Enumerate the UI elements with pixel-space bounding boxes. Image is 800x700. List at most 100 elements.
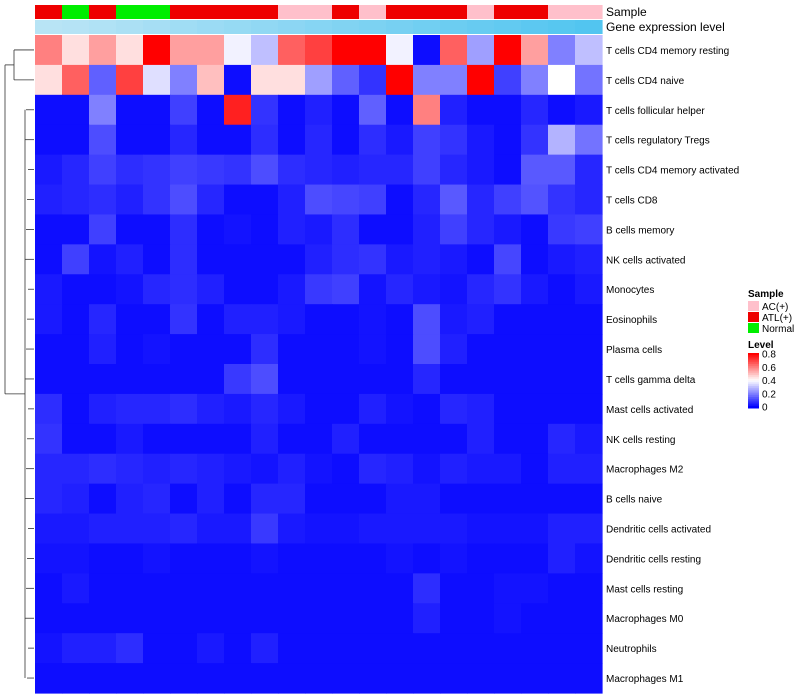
heatmap-cell bbox=[251, 334, 279, 365]
heatmap-cell bbox=[332, 633, 360, 664]
heatmap-cell bbox=[170, 633, 198, 664]
level-legend-tick: 0.6 bbox=[762, 363, 776, 374]
heatmap-cell bbox=[413, 64, 441, 96]
heatmap-cell bbox=[440, 513, 468, 545]
heatmap-cell bbox=[278, 423, 306, 455]
heatmap-cell bbox=[143, 453, 171, 485]
row-dendrogram bbox=[4, 49, 34, 679]
heatmap-cell bbox=[440, 64, 468, 96]
heatmap-cell bbox=[521, 543, 549, 574]
heatmap-cell bbox=[197, 513, 225, 545]
heatmap-cell bbox=[467, 453, 495, 485]
row-label: T cells CD4 memory activated bbox=[606, 166, 739, 177]
heatmap-cell bbox=[413, 543, 441, 574]
heatmap-cell bbox=[386, 124, 414, 156]
heatmap-cell bbox=[251, 573, 279, 604]
heatmap-cell bbox=[494, 154, 522, 186]
heatmap-cell bbox=[413, 35, 441, 66]
expression-annotation-cell bbox=[251, 20, 279, 34]
heatmap-cell bbox=[386, 603, 414, 634]
heatmap-cell bbox=[575, 274, 603, 305]
heatmap-cell bbox=[278, 393, 306, 425]
level-legend-gradient-step bbox=[748, 400, 759, 403]
heatmap-cell bbox=[548, 154, 576, 186]
heatmap-cell bbox=[278, 663, 306, 694]
heatmap-cell bbox=[35, 184, 63, 216]
heatmap-cell bbox=[332, 94, 360, 126]
heatmap-cell bbox=[440, 184, 468, 216]
heatmap-cell bbox=[494, 64, 522, 96]
heatmap-cell bbox=[305, 94, 333, 126]
heatmap-cell bbox=[278, 35, 306, 66]
heatmap-cell bbox=[413, 334, 441, 365]
heatmap-cell bbox=[62, 244, 90, 275]
heatmap-cell bbox=[575, 244, 603, 275]
heatmap-cell bbox=[224, 633, 252, 664]
heatmap-cell bbox=[413, 393, 441, 425]
heatmap-cell bbox=[548, 184, 576, 216]
heatmap-cell bbox=[548, 423, 576, 455]
heatmap-cell bbox=[62, 573, 90, 604]
heatmap-cell bbox=[440, 633, 468, 664]
heatmap-cell bbox=[224, 603, 252, 634]
heatmap-cell bbox=[62, 184, 90, 216]
heatmap-cell bbox=[548, 274, 576, 305]
heatmap-cell bbox=[278, 364, 306, 395]
heatmap-cell bbox=[170, 603, 198, 634]
heatmap-cell bbox=[332, 423, 360, 455]
heatmap-cell bbox=[89, 94, 117, 126]
heatmap-cell bbox=[467, 244, 495, 275]
sample-annotation-cell bbox=[143, 5, 171, 19]
heatmap-cell bbox=[548, 663, 576, 694]
heatmap-cell bbox=[440, 573, 468, 604]
heatmap-cell bbox=[62, 334, 90, 365]
heatmap-cell bbox=[170, 364, 198, 395]
heatmap-cell bbox=[305, 633, 333, 664]
heatmap-cell bbox=[575, 214, 603, 245]
heatmap-cell bbox=[251, 184, 279, 216]
heatmap-cell bbox=[305, 573, 333, 604]
heatmap-cell bbox=[521, 184, 549, 216]
heatmap-cell bbox=[548, 364, 576, 395]
heatmap-cell bbox=[170, 513, 198, 545]
level-legend-gradient-step bbox=[748, 393, 759, 396]
heatmap-cell bbox=[386, 184, 414, 216]
heatmap-cell bbox=[170, 453, 198, 485]
row-label: Neutrophils bbox=[606, 644, 657, 655]
heatmap-cell bbox=[440, 244, 468, 275]
heatmap-cell bbox=[575, 663, 603, 694]
heatmap-cell bbox=[224, 483, 252, 515]
heatmap-cell bbox=[89, 573, 117, 604]
heatmap-cell bbox=[305, 304, 333, 335]
heatmap-cell bbox=[575, 453, 603, 485]
heatmap-cell bbox=[359, 423, 387, 455]
heatmap-cell bbox=[89, 633, 117, 664]
sample-annotation-cell bbox=[224, 5, 252, 19]
heatmap-cell bbox=[440, 423, 468, 455]
heatmap-cells bbox=[35, 35, 603, 694]
heatmap-cell bbox=[251, 663, 279, 694]
heatmap-cell bbox=[35, 214, 63, 245]
heatmap-cell bbox=[440, 543, 468, 574]
heatmap-cell bbox=[305, 663, 333, 694]
heatmap-cell bbox=[575, 483, 603, 515]
sample-annotation-cell bbox=[62, 5, 90, 19]
heatmap-cell bbox=[548, 244, 576, 275]
heatmap-cell bbox=[521, 214, 549, 245]
heatmap-cell bbox=[62, 393, 90, 425]
sample-annotation-cell bbox=[170, 5, 198, 19]
heatmap-cell bbox=[359, 244, 387, 275]
sample-annotation-cell bbox=[413, 5, 441, 19]
expression-annotation-cell bbox=[143, 20, 171, 34]
sample-annotation-cell bbox=[278, 5, 306, 19]
heatmap-cell bbox=[359, 513, 387, 545]
level-legend-gradient-step bbox=[748, 371, 759, 374]
heatmap-cell bbox=[305, 483, 333, 515]
heatmap-cell bbox=[521, 364, 549, 395]
heatmap-cell bbox=[89, 214, 117, 245]
heatmap-cell bbox=[116, 154, 144, 186]
level-legend-gradient-step bbox=[748, 387, 759, 391]
heatmap-cell bbox=[35, 124, 63, 156]
heatmap-cell bbox=[89, 513, 117, 545]
heatmap-cell bbox=[197, 124, 225, 156]
